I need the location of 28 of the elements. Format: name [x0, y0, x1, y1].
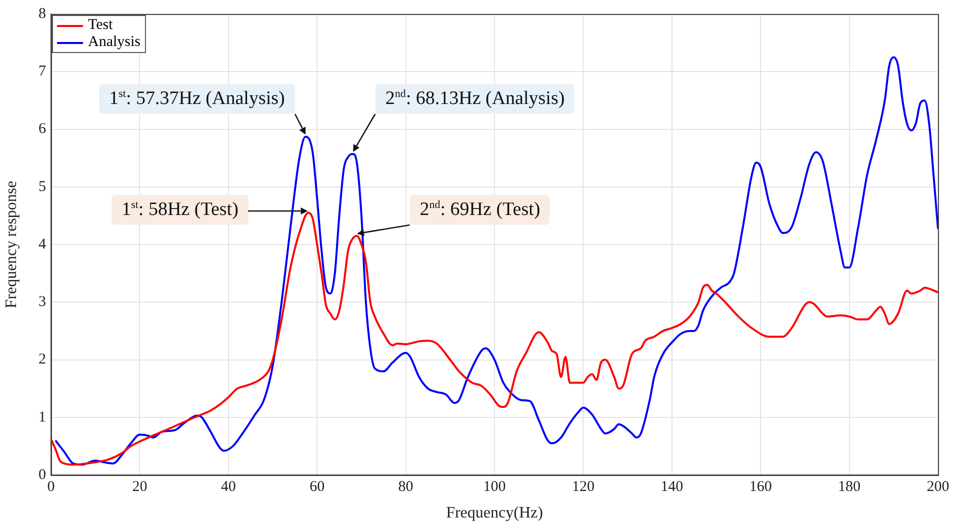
y-tick-label: 5	[38, 178, 46, 195]
x-axis-title: Frequency(Hz)	[446, 504, 543, 522]
y-tick-label: 8	[38, 6, 46, 22]
y-tick-label: 4	[38, 236, 46, 252]
x-tick-label: 100	[483, 478, 506, 495]
x-tick-label: 160	[749, 478, 772, 495]
x-tick-label: 60	[310, 478, 325, 495]
legend-label: Analysis	[88, 34, 140, 50]
annotation: 1$^{st}$: 58Hz (Test)	[112, 194, 248, 226]
legend-label: Test	[88, 17, 113, 33]
x-tick-label: 180	[838, 478, 861, 495]
y-tick-label: 6	[38, 121, 46, 138]
line-series	[54, 56, 938, 466]
y-tick-label: 2	[38, 352, 46, 368]
annotation: 2$^{nd}$: 68.13Hz (Analysis)	[375, 84, 575, 114]
x-tick-label: 40	[220, 478, 236, 495]
annotation: 1$^{st}$: 57.37Hz (Analysis)	[99, 84, 295, 114]
x-tick-label: 200	[926, 478, 950, 495]
x-tick-label: 20	[132, 478, 148, 495]
y-tick-label: 1	[38, 409, 46, 426]
x-tick-label: 120	[572, 478, 594, 495]
x-tick-label: 80	[398, 478, 414, 495]
y-tick-label: 0	[38, 466, 46, 483]
x-tick-label: 140	[660, 478, 684, 495]
y-axis-title: Frequency response	[2, 180, 20, 308]
annotation: 2$^{nd}$: 69Hz (Test)	[410, 194, 550, 226]
y-tick-label: 7	[38, 64, 46, 80]
y-tick-label: 3	[38, 294, 46, 310]
